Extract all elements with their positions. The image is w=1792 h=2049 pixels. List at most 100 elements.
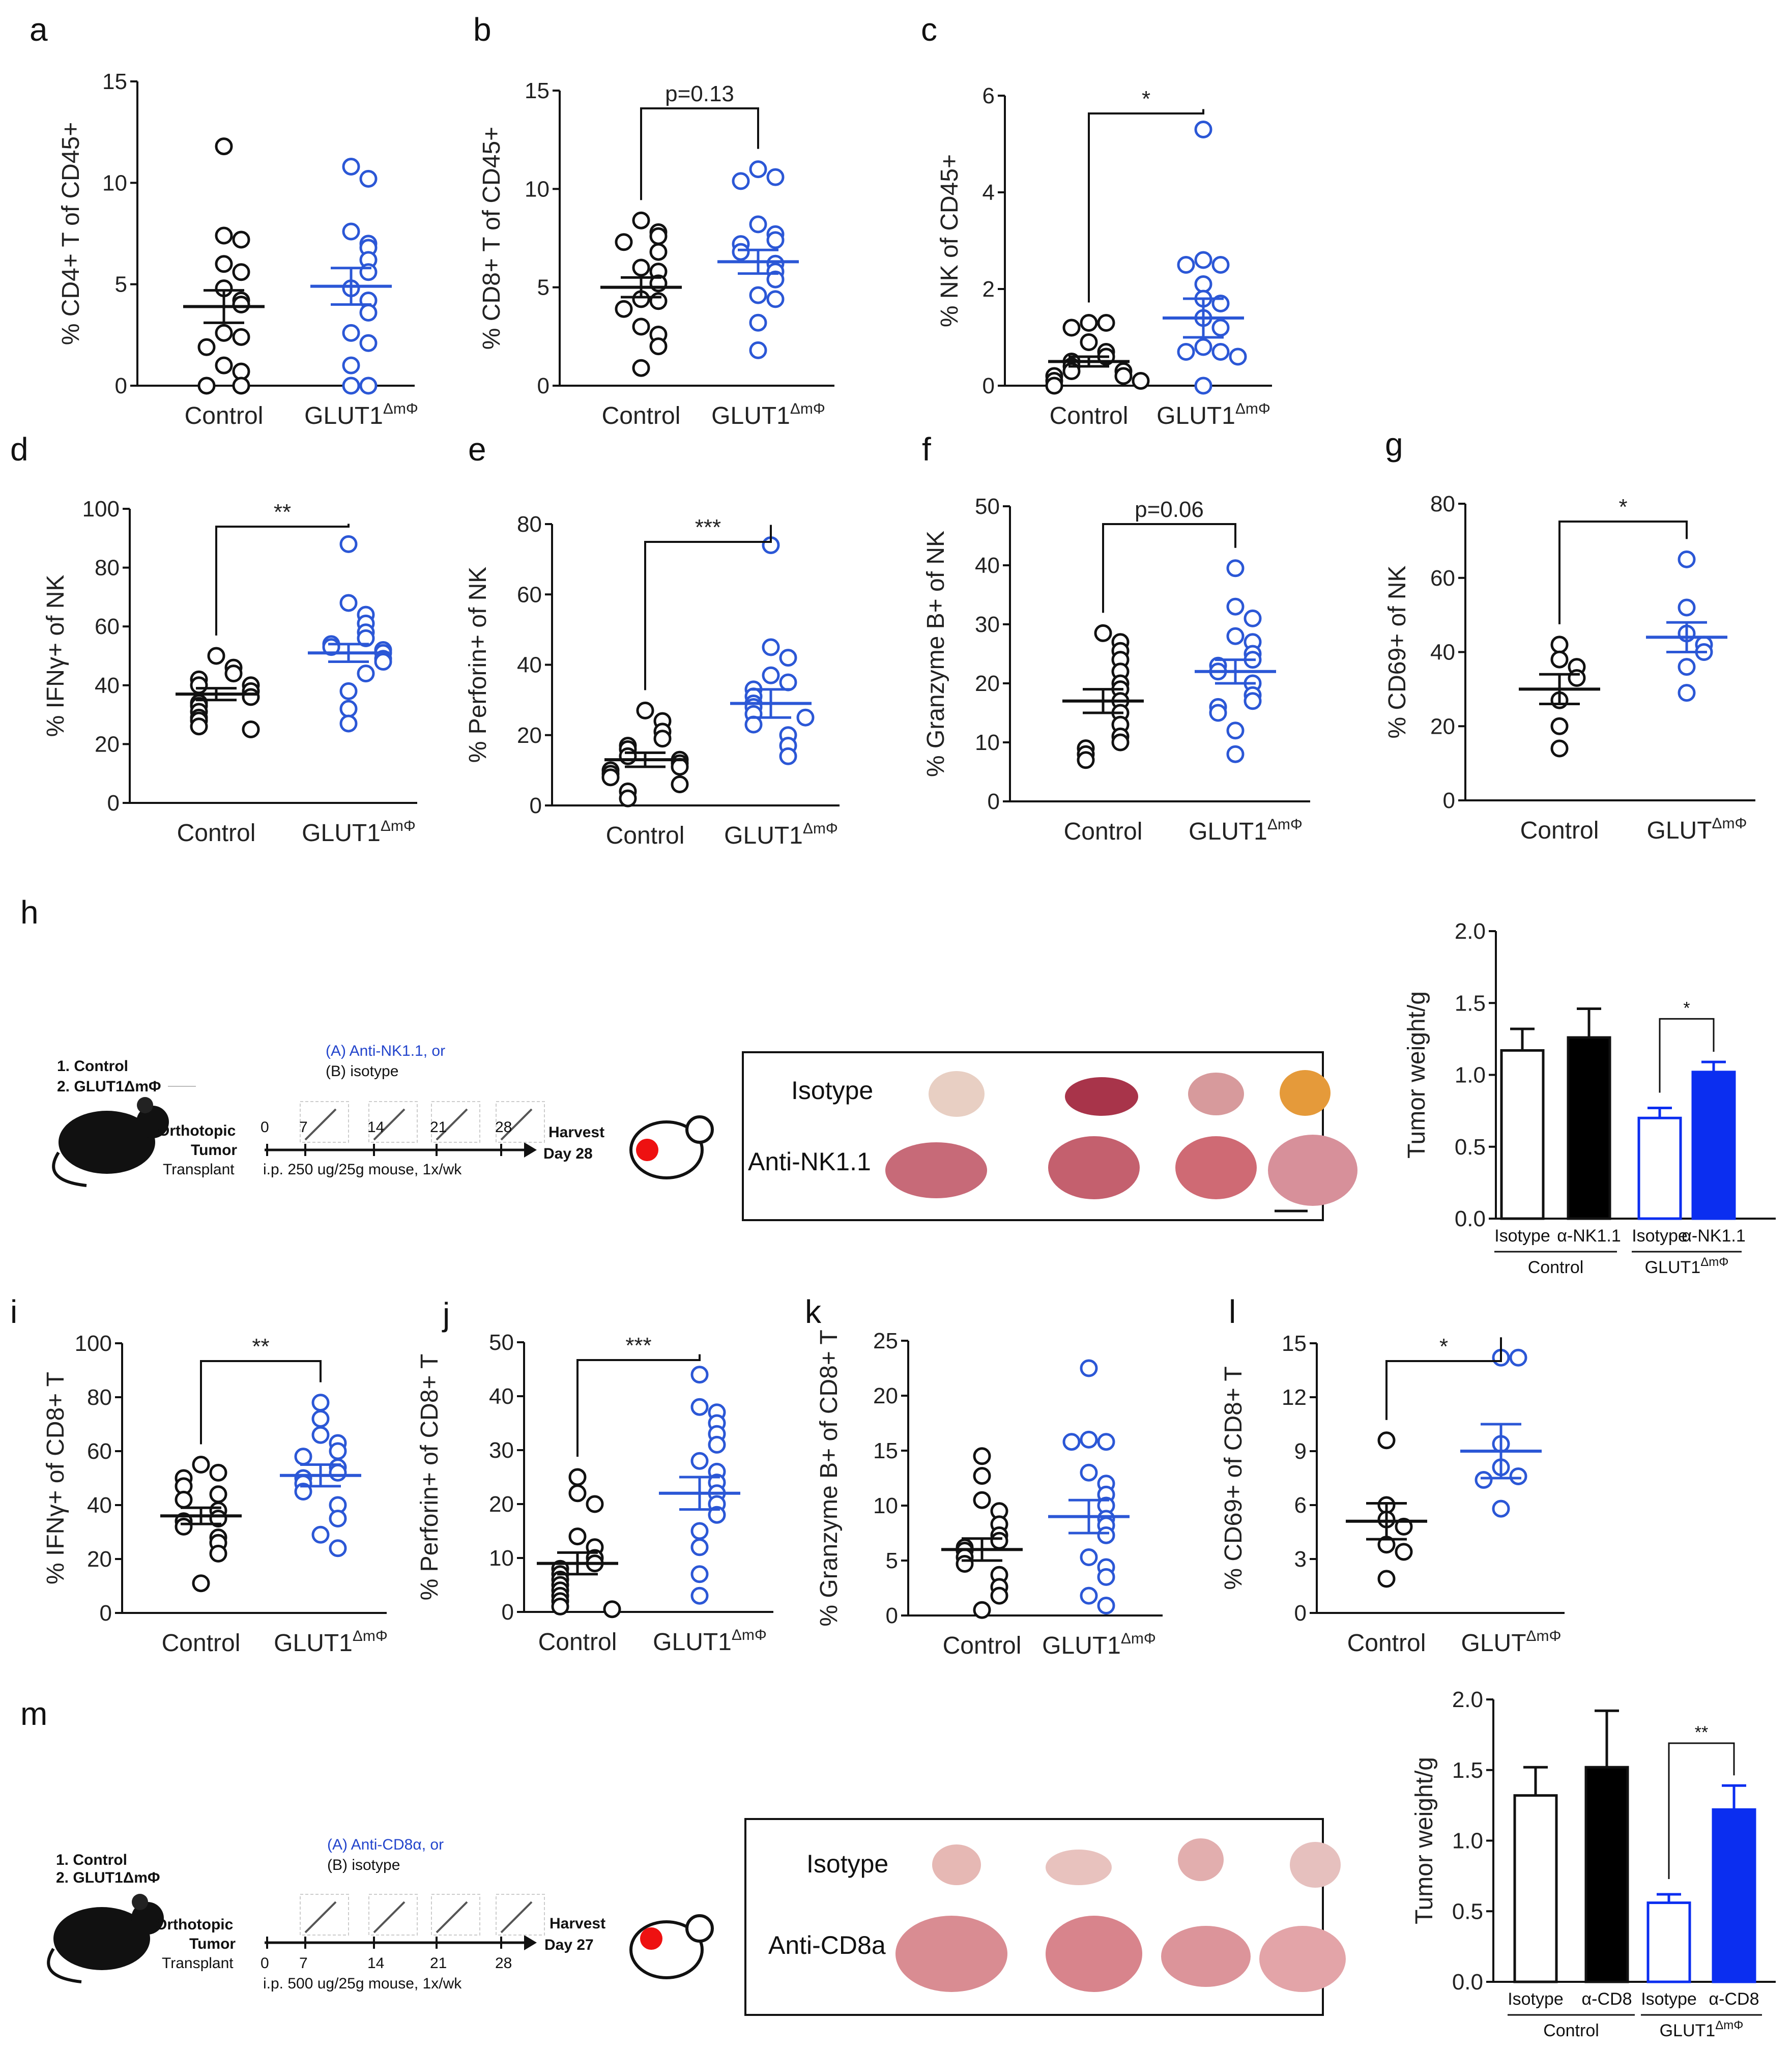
data-point	[1080, 314, 1098, 332]
data-point	[232, 377, 250, 395]
y-axis-label: % CD4+ T of CD45+	[57, 122, 84, 345]
data-point	[690, 1398, 709, 1416]
y-tick-label: 25	[873, 1329, 898, 1353]
data-point	[1211, 256, 1230, 274]
chart-panel-e: 0 20 40 60 80 % Perforin+ of NK Control GLUT1Δm…	[465, 512, 840, 849]
chart-panel-d: 0 20 40 60 80 100 % IFNγ+ of NK Control GLUT1ΔmΦ…	[42, 497, 417, 847]
data-point	[190, 676, 208, 695]
data-point	[1492, 1499, 1510, 1518]
data-point	[1226, 597, 1245, 616]
y-tick-label: 0	[115, 373, 127, 398]
x-category-label: Control	[606, 822, 685, 849]
photo-row-label: Anti-CD8a	[768, 1931, 886, 1959]
data-point	[359, 334, 378, 352]
data-point	[779, 747, 797, 765]
injection-box	[496, 1894, 545, 1936]
timeline-left-label: Transplant	[163, 1161, 235, 1178]
tumor-photo-box	[744, 1818, 1324, 2016]
treatment-line-a: (A) Anti-CD8α, or	[327, 1836, 444, 1853]
data-point	[339, 594, 358, 612]
data-point	[632, 318, 650, 336]
y-tick-label: 1.5	[1455, 991, 1486, 1016]
data-point	[779, 673, 797, 691]
data-point	[1568, 669, 1586, 687]
data-point	[357, 629, 375, 647]
data-point	[197, 377, 216, 395]
chart-panel-c: 0 2 4 6 % NK of CD45+ Control GLUT1ΔmΦ *	[936, 83, 1272, 429]
data-point	[1097, 1568, 1115, 1586]
significance-bracket	[576, 1354, 701, 1457]
injection-box	[300, 1894, 349, 1936]
significance-bracket	[644, 525, 772, 690]
data-point	[1550, 717, 1569, 735]
data-point	[690, 1565, 709, 1583]
data-point	[732, 172, 750, 190]
significance-bracket	[1668, 1742, 1735, 1879]
data-point	[197, 338, 216, 356]
photo-row-label: Isotype	[791, 1076, 873, 1105]
data-point	[973, 1447, 991, 1465]
group-label: 2. GLUT1ΔmΦ	[56, 1869, 160, 1886]
y-axis-label: % CD69+ of CD8+ T	[1220, 1366, 1247, 1590]
data-point	[973, 1491, 991, 1509]
y-tick-label: 0	[1294, 1601, 1307, 1626]
data-point	[690, 1452, 709, 1470]
data-point	[339, 535, 358, 553]
data-point	[1211, 319, 1230, 337]
y-tick-label: 100	[75, 1331, 112, 1356]
data-point	[749, 215, 767, 234]
timeline-day: 28	[495, 1955, 512, 1972]
y-tick-label: 20	[1430, 714, 1455, 739]
data-point	[1377, 1570, 1396, 1588]
tumor-photos-isotype	[932, 1838, 1341, 1888]
x-category-label: GLUT1ΔmΦ	[1157, 400, 1270, 429]
y-tick-label: 1.0	[1452, 1829, 1483, 1854]
chart-panel-g: 0 20 40 60 80 % CD69+ of NK Control GLUTΔmΦ *	[1384, 492, 1755, 844]
data-point	[1226, 627, 1245, 645]
data-point	[973, 1467, 991, 1485]
bar	[1500, 1049, 1545, 1220]
tumor-dot	[636, 1139, 658, 1161]
data-point	[1377, 1431, 1396, 1450]
mouse-icon	[52, 1097, 169, 1187]
data-point	[973, 1601, 991, 1619]
data-point	[224, 665, 243, 683]
data-point	[649, 337, 668, 356]
data-point	[1194, 275, 1212, 293]
significance-label: ***	[695, 515, 721, 540]
panel-letter-b: b	[473, 11, 492, 48]
data-point	[342, 377, 360, 395]
photo-row-label: Isotype	[806, 1850, 888, 1878]
data-point	[708, 1435, 726, 1454]
group-label: 2. GLUT1ΔmΦ	[57, 1078, 161, 1095]
y-tick-label: 0.0	[1455, 1206, 1486, 1231]
y-tick-label: 0	[502, 1600, 514, 1625]
y-tick-label: 20	[489, 1492, 514, 1517]
significance-bracket	[1102, 523, 1236, 613]
x-category-label: GLUT1ΔmΦ	[274, 1628, 388, 1657]
significance-label: **	[1695, 1723, 1708, 1742]
harvest-mouse-icon	[629, 1914, 714, 1979]
x-category-label: GLUT1ΔmΦ	[724, 820, 838, 849]
x-category-label: Control	[1050, 402, 1129, 429]
timeline-day: 21	[430, 1955, 447, 1972]
data-point	[653, 730, 672, 748]
dosing-text: i.p. 250 ug/25g mouse, 1x/wk	[263, 1161, 462, 1178]
y-tick-label: 30	[489, 1438, 514, 1463]
y-axis-label: % Perforin+ of CD8+ T	[416, 1354, 443, 1601]
group-label: GLUT1ΔmΦ	[1645, 1255, 1729, 1277]
data-point	[1097, 314, 1115, 332]
y-axis-label: % Granzyme B+ of CD8+ T	[816, 1330, 843, 1626]
data-point	[175, 1490, 193, 1509]
y-tick-label: 0	[982, 373, 995, 398]
data-point	[749, 160, 767, 179]
data-point	[1177, 256, 1195, 274]
y-tick-label: 20	[873, 1383, 898, 1408]
tumor-photo	[1280, 1070, 1331, 1116]
x-category-label: Control	[185, 402, 264, 429]
y-tick-label: 100	[82, 497, 120, 522]
data-point	[1211, 343, 1230, 361]
data-point	[671, 758, 689, 776]
group-label: 1. Control	[57, 1058, 128, 1075]
